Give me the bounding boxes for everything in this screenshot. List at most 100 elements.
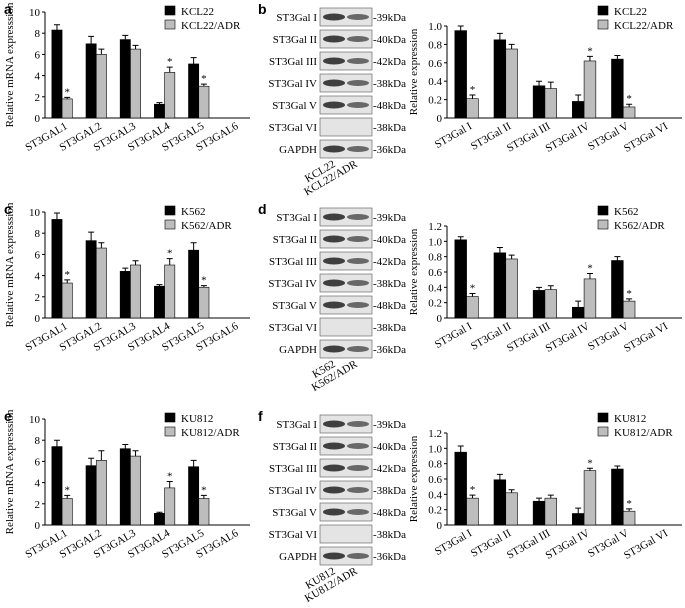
- significance-mark: *: [64, 86, 70, 98]
- bar: [119, 39, 131, 119]
- bar: [583, 60, 597, 119]
- y-tick-label: 0.6: [428, 58, 442, 70]
- y-tick-label: 1.2: [428, 221, 442, 233]
- y-tick-label: 1.0: [428, 21, 442, 33]
- significance-mark: *: [470, 282, 476, 294]
- legend-swatch: [597, 219, 609, 230]
- panel-label: a: [4, 1, 12, 17]
- blot-strip: [319, 139, 373, 159]
- blot-band: [347, 146, 369, 152]
- protein-label: ST3Gal V: [272, 100, 317, 112]
- y-tick-label: 0: [35, 520, 41, 532]
- blot-strip: [319, 458, 373, 478]
- significance-mark: *: [167, 248, 173, 260]
- bar: [130, 264, 141, 319]
- y-tick-label: 8: [35, 228, 41, 240]
- y-axis-label: Relative expression: [408, 228, 420, 315]
- significance-mark: *: [587, 45, 593, 57]
- blot-strip: [319, 339, 373, 359]
- protein-label: ST3Gal I: [276, 419, 317, 431]
- blot-band: [347, 487, 369, 493]
- protein-label: ST3Gal II: [273, 234, 318, 246]
- error-bar: [132, 450, 139, 457]
- error-bar: [156, 511, 163, 514]
- y-tick-label: 0.8: [428, 459, 442, 471]
- x-tick-label: ST3Gal IV: [544, 320, 592, 355]
- legend-swatch: [164, 5, 176, 16]
- blot-strip: [319, 414, 373, 434]
- error-bar: [508, 254, 515, 259]
- legend-swatch: [164, 426, 176, 437]
- blot-band: [347, 509, 369, 515]
- bar: [532, 290, 546, 319]
- y-tick-label: 0.8: [428, 39, 442, 51]
- error-bar: [190, 242, 197, 251]
- bar: [119, 271, 131, 319]
- blot-band: [347, 302, 369, 308]
- blot-band: [323, 213, 345, 221]
- bar: [95, 247, 107, 319]
- y-axis-label: Relative expression: [408, 435, 420, 522]
- y-tick-label: 2: [35, 292, 41, 304]
- error-bar: [457, 25, 464, 31]
- blot-band: [323, 552, 345, 560]
- y-tick-label: 0.4: [428, 282, 442, 294]
- bar: [85, 43, 97, 119]
- blot-band: [323, 345, 345, 353]
- significance-mark: *: [201, 275, 207, 287]
- protein-label: ST3Gal III: [269, 256, 317, 268]
- y-tick-label: 2: [35, 499, 41, 511]
- legend-label: KCL22/ADR: [181, 20, 241, 32]
- legend-swatch: [164, 19, 176, 30]
- significance-mark: *: [201, 73, 207, 85]
- size-label: -36kDa: [373, 344, 406, 356]
- y-tick-label: 0.2: [428, 505, 442, 517]
- error-bar: [88, 231, 95, 241]
- y-tick-label: 10: [29, 7, 41, 19]
- bar: [454, 451, 467, 526]
- bar: [198, 85, 210, 119]
- legend-swatch: [597, 5, 609, 16]
- bar: [466, 296, 479, 319]
- y-tick-label: 6: [35, 49, 41, 61]
- bar: [611, 468, 624, 526]
- protein-label: ST3Gal V: [272, 507, 317, 519]
- blot-band: [323, 35, 345, 43]
- error-bar: [536, 80, 543, 86]
- blot-strip: [319, 295, 373, 315]
- error-bar: [496, 246, 503, 253]
- error-bar: [53, 212, 60, 220]
- y-tick-label: 10: [29, 414, 41, 426]
- blot-band: [347, 58, 369, 64]
- protein-label: ST3Gal IV: [268, 485, 317, 497]
- error-bar: [586, 467, 593, 471]
- bar: [95, 460, 107, 526]
- bar: [544, 88, 557, 119]
- bar: [154, 285, 165, 319]
- legend-label: KCL22/ADR: [614, 20, 674, 32]
- bar: [454, 239, 467, 319]
- y-axis-label: Relative mRNA expresssion: [4, 202, 16, 327]
- size-label: -48kDa: [373, 300, 406, 312]
- y-tick-label: 0.2: [428, 95, 442, 107]
- blot-band: [323, 420, 345, 428]
- blot-band: [323, 57, 345, 65]
- y-tick-label: 0.2: [428, 298, 442, 310]
- error-bar: [626, 508, 633, 512]
- blot-band: [323, 13, 345, 21]
- error-bar: [166, 66, 173, 73]
- significance-mark: *: [201, 484, 207, 496]
- blot-strip: [319, 117, 373, 137]
- blot-band: [347, 214, 369, 220]
- bar: [61, 498, 73, 526]
- y-tick-label: 4: [35, 271, 41, 283]
- legend-swatch: [597, 426, 609, 437]
- y-tick-label: 0: [35, 113, 41, 125]
- error-bar: [614, 54, 621, 60]
- error-bar: [586, 55, 593, 61]
- error-bar: [575, 300, 582, 308]
- blot-band: [323, 101, 345, 109]
- error-bar: [98, 242, 105, 249]
- error-bar: [122, 267, 129, 272]
